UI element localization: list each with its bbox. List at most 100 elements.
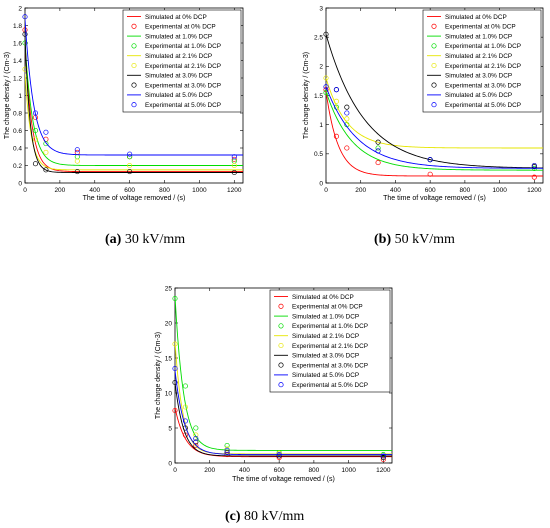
exp-point-2-1pct [333, 98, 339, 104]
exp-point-5-0pct [427, 157, 433, 163]
legend-entry: Simulated at 3.0% DCP [292, 353, 359, 360]
y-tick-label: 25 [165, 285, 173, 292]
x-tick-label: 1000 [492, 187, 507, 194]
y-tick-label: 0.2 [13, 163, 22, 170]
legend-entry: Experimental at 0% DCP [145, 24, 216, 31]
exp-point-3-0pct [224, 449, 230, 456]
x-tick-label: 600 [274, 467, 285, 474]
y-tick-label: 0.5 [314, 151, 323, 158]
x-tick-label: 1200 [376, 467, 391, 474]
exp-point-5-0pct [276, 452, 282, 458]
exp-point-2-1pct [276, 450, 282, 456]
legend-entry: Experimental at 1.0% DCP [292, 323, 368, 330]
exp-point-1-0pct [172, 295, 178, 302]
exp-point-0pct [380, 456, 386, 463]
x-tick-label: 1000 [341, 467, 356, 474]
sim-line-1-0pct [326, 91, 543, 171]
legend-circle-marker [131, 43, 137, 49]
exp-point-2-1pct [224, 446, 230, 452]
x-tick-label: 400 [89, 187, 100, 194]
x-tick-label: 800 [308, 467, 319, 474]
exp-point-2-1pct [172, 341, 178, 347]
exp-point-5-0pct [127, 151, 133, 157]
y-tick-label: 0 [168, 460, 172, 467]
caption-c: (c) 80 kV/mm [225, 509, 305, 524]
exp-point-3-0pct [74, 169, 80, 175]
legend-entry: Simulated at 5.0% DCP [445, 92, 512, 99]
exp-point-5-0pct [344, 110, 350, 116]
exp-point-5-0pct [74, 147, 80, 153]
legend: Simulated at 0% DCP Experimental at 0% DC… [269, 289, 391, 393]
exp-point-3-0pct [32, 161, 39, 167]
exp-point-2-1pct [193, 432, 199, 438]
legend-entry: Experimental at 5.0% DCP [445, 102, 521, 109]
chart-panel-0: 0 200 400 600 800 1000 1200 0 0.2 0.4 0.6 0.8 1 1.2 1.… [4, 5, 244, 202]
sim-line-0pct [326, 91, 543, 177]
y-tick-label: 0 [18, 180, 22, 187]
sim-line-1-0pct [25, 42, 243, 166]
legend-circle-marker [131, 82, 137, 88]
exp-point-0pct [172, 407, 178, 414]
x-axis-label: The time of voltage removed / (s) [232, 476, 335, 483]
exp-point-3-0pct [22, 31, 28, 37]
exp-point-3-0pct [127, 169, 133, 175]
sim-line-3-0pct [25, 36, 243, 173]
exp-point-5-0pct [333, 87, 339, 93]
exp-point-2-1pct [43, 149, 49, 155]
y-axis-label: The charge density / (Cm-3) [155, 332, 162, 419]
legend: Simulated at 0% DCP Experimental at 0% DC… [422, 9, 542, 113]
legend-circle-marker [131, 62, 137, 69]
legend-entry: Simulated at 0% DCP [445, 14, 507, 21]
x-tick-label: 1000 [192, 187, 207, 194]
x-tick-label: 600 [124, 187, 135, 194]
legend-circle-marker [278, 362, 284, 368]
exp-point-2-1pct [182, 404, 188, 410]
exp-point-1-0pct [32, 127, 39, 134]
legend: Simulated at 0% DCP Experimental at 0% DC… [122, 9, 242, 113]
x-tick-label: 0 [173, 467, 177, 474]
sim-line-3-0pct [326, 34, 543, 169]
exp-point-2-1pct [127, 162, 133, 169]
exp-point-2-1pct [231, 162, 237, 169]
y-tick-label: 0.4 [13, 145, 22, 152]
y-tick-label: 1.4 [13, 58, 22, 65]
legend-circle-marker [278, 303, 284, 309]
legend-entry: Experimental at 1.0% DCP [445, 43, 521, 50]
legend-entry: Experimental at 3.0% DCP [445, 82, 521, 89]
exp-point-0pct [427, 171, 433, 177]
exp-point-5-0pct [182, 418, 188, 424]
x-tick-label: 0 [324, 187, 328, 194]
y-tick-label: 1.6 [13, 40, 22, 47]
exp-point-0pct [344, 145, 350, 151]
exp-point-3-0pct [172, 379, 178, 386]
exp-point-1-0pct [375, 145, 381, 151]
legend-circle-marker [278, 382, 284, 388]
legend-entry: Experimental at 0% DCP [292, 304, 363, 311]
y-tick-label: 1 [18, 93, 22, 100]
x-axis-label: The time of voltage removed / (s) [383, 195, 486, 202]
legend-entry: Experimental at 2.1% DCP [145, 63, 221, 70]
legend-entry: Simulated at 3.0% DCP [445, 73, 512, 80]
y-axis-label: The charge density / (Cm-3) [4, 52, 11, 139]
legend-entry: Simulated at 3.0% DCP [145, 73, 212, 80]
legend-box [269, 289, 391, 393]
exp-point-1-0pct [193, 425, 199, 431]
exp-point-2-1pct [22, 66, 28, 72]
y-tick-label: 2.5 [314, 34, 323, 41]
exp-point-5-0pct [224, 447, 230, 453]
y-tick-label: 1.2 [13, 75, 22, 82]
exp-point-5-0pct [531, 162, 537, 169]
sim-line-2-1pct [326, 77, 543, 149]
y-tick-label: 1.5 [314, 93, 323, 100]
exp-point-1-0pct [43, 141, 49, 147]
legend-entry: Simulated at 0% DCP [145, 14, 207, 21]
legend-entry: Experimental at 5.0% DCP [145, 102, 221, 109]
y-tick-label: 0.8 [13, 110, 22, 117]
y-tick-label: 20 [165, 320, 173, 327]
exp-point-5-0pct [323, 84, 329, 90]
exp-point-3-0pct [276, 453, 282, 459]
y-tick-label: 10 [165, 390, 173, 397]
exp-point-5-0pct [193, 435, 199, 442]
x-tick-label: 600 [425, 187, 436, 194]
